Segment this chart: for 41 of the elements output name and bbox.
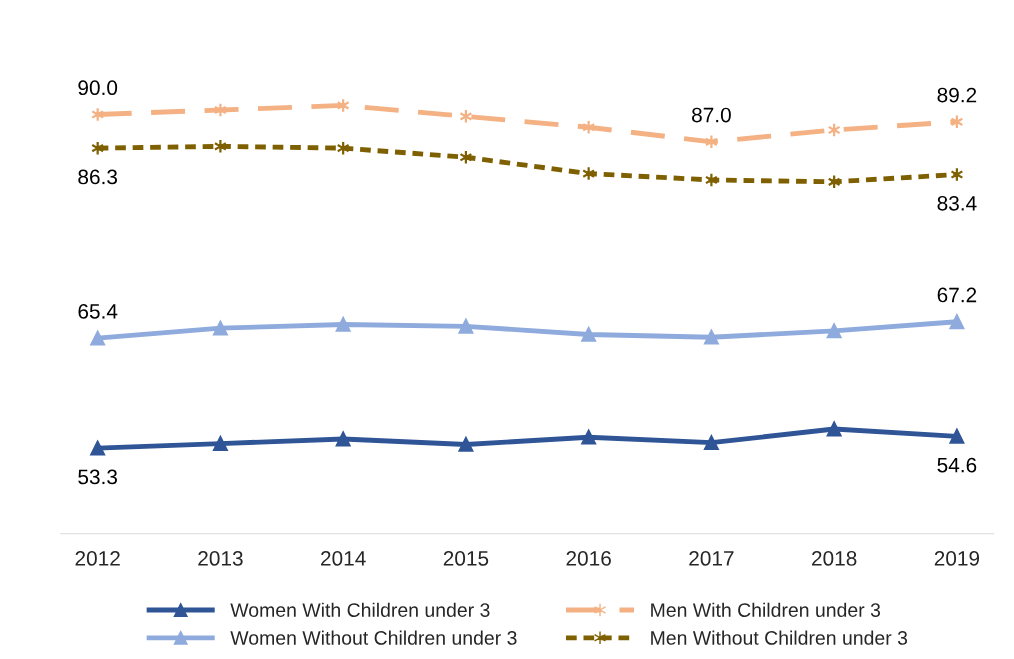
point — [213, 320, 228, 336]
point — [949, 314, 965, 330]
point — [704, 172, 718, 188]
data-label: 65.4 — [78, 303, 118, 319]
point — [213, 102, 227, 118]
point — [704, 134, 718, 150]
point — [581, 429, 597, 445]
point — [90, 440, 106, 456]
point — [213, 138, 227, 154]
legend-label: Men Without Children under 3 — [651, 630, 908, 645]
data-label: 54.6 — [937, 457, 977, 473]
data-label: 86.3 — [78, 169, 118, 185]
point — [90, 330, 106, 346]
point — [826, 421, 842, 437]
point — [335, 431, 351, 447]
point — [826, 323, 842, 339]
x-tick-label: 2012 — [75, 551, 120, 566]
point — [704, 435, 719, 451]
legend-label: Men With Children under 3 — [651, 602, 881, 617]
point — [213, 436, 228, 451]
legend-label: Women Without Children under 3 — [230, 630, 517, 645]
point — [949, 428, 965, 444]
data-label: 53.3 — [78, 469, 118, 485]
point — [335, 317, 351, 332]
data-label: 87.0 — [692, 107, 731, 123]
point — [704, 329, 719, 345]
point — [458, 318, 474, 334]
point — [458, 437, 474, 452]
x-tick-label: 2016 — [566, 551, 611, 566]
legend-label: Women With Children under 3 — [230, 602, 490, 617]
x-tick-label: 2014 — [321, 551, 366, 566]
x-tick-label: 2013 — [198, 551, 243, 566]
data-label: 67.2 — [937, 287, 977, 303]
x-tick-label: 2015 — [443, 551, 489, 566]
x-tick-label: 2019 — [934, 551, 980, 566]
point — [581, 327, 597, 342]
x-tick-label: 2017 — [689, 551, 734, 566]
x-tick-label: 2018 — [812, 551, 857, 566]
data-label: 90.0 — [78, 80, 118, 96]
data-label: 89.2 — [937, 87, 977, 103]
data-label: 83.4 — [937, 195, 977, 211]
